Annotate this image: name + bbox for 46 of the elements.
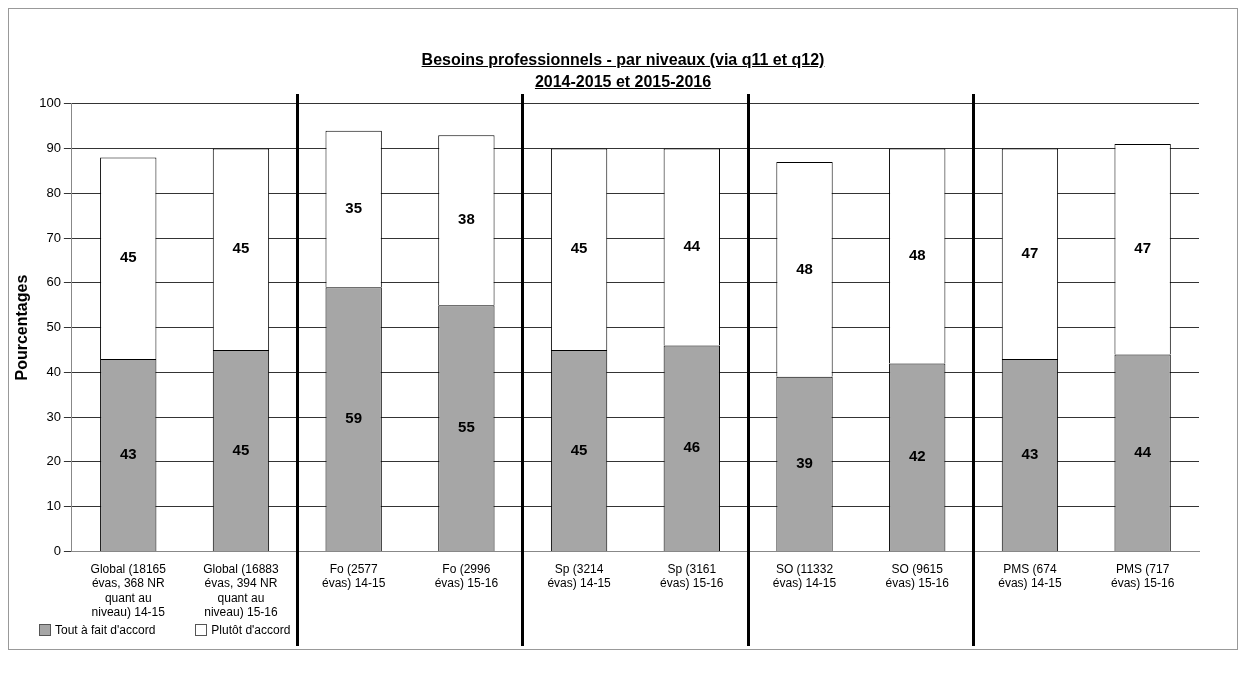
- legend-label: Tout à fait d'accord: [55, 623, 156, 637]
- x-tick-label: SO (9615 évas) 15-16: [885, 561, 950, 591]
- x-tick-label: Sp (3161 évas) 15-16: [660, 561, 724, 591]
- data-label: 35: [345, 199, 363, 217]
- data-label: 59: [345, 409, 363, 427]
- y-tick-label: 30: [46, 408, 61, 424]
- data-label: 46: [683, 438, 701, 456]
- x-tick-label: Fo (2577 évas) 14-15: [321, 561, 386, 591]
- data-label: 55: [458, 418, 475, 436]
- y-tick-label: 0: [53, 542, 61, 558]
- data-label: 48: [796, 259, 813, 277]
- y-tick-label: 40: [46, 363, 61, 379]
- data-label: 45: [232, 239, 250, 257]
- x-tick-label: SO (11332 évas) 14-15: [772, 561, 837, 591]
- x-tick-label: Global (18165 évas, 368 NR quant au niveau) 14-15: [90, 561, 167, 620]
- y-tick-label: 80: [46, 184, 61, 200]
- data-label: 43: [1021, 445, 1039, 463]
- data-label: 45: [570, 239, 588, 257]
- y-tick-label: 70: [46, 229, 61, 245]
- data-label: 38: [458, 210, 475, 228]
- legend-label: Plutôt d'accord: [211, 623, 291, 637]
- data-label: 43: [119, 445, 137, 463]
- x-tick-label: Fo (2996 évas) 15-16: [434, 561, 499, 591]
- data-label: 45: [119, 248, 137, 266]
- y-tick-label: 100: [39, 95, 61, 111]
- y-tick-label: 20: [46, 453, 61, 469]
- chart-subtitle: 2014-2015 et 2015-2016: [533, 72, 713, 92]
- y-tick-label: 60: [46, 274, 61, 290]
- y-tick-label: 90: [46, 140, 61, 156]
- y-tick-label: 10: [46, 498, 61, 514]
- chart-title: Besoins professionnels - par niveaux (via q11 et q12): [420, 50, 826, 70]
- data-label: 44: [1134, 442, 1152, 460]
- y-tick-label: 50: [46, 319, 61, 335]
- data-label: 44: [683, 237, 701, 255]
- x-tick-label: Global (16883 évas, 394 NR quant au niveau) 15-16: [203, 561, 279, 620]
- data-label: 48: [908, 246, 926, 264]
- data-label: 45: [232, 440, 250, 458]
- data-label: 47: [1134, 239, 1151, 257]
- y-axis-title: Pourcentages: [13, 274, 31, 381]
- data-label: 42: [908, 447, 926, 465]
- data-label: 39: [796, 454, 813, 472]
- x-tick-label: PMS (674 évas) 14-15: [998, 561, 1062, 591]
- data-label: 47: [1021, 243, 1039, 261]
- data-label: 45: [570, 440, 588, 458]
- x-tick-label: PMS (717 évas) 15-16: [1110, 561, 1175, 591]
- x-tick-label: Sp (3214 évas) 14-15: [547, 561, 612, 591]
